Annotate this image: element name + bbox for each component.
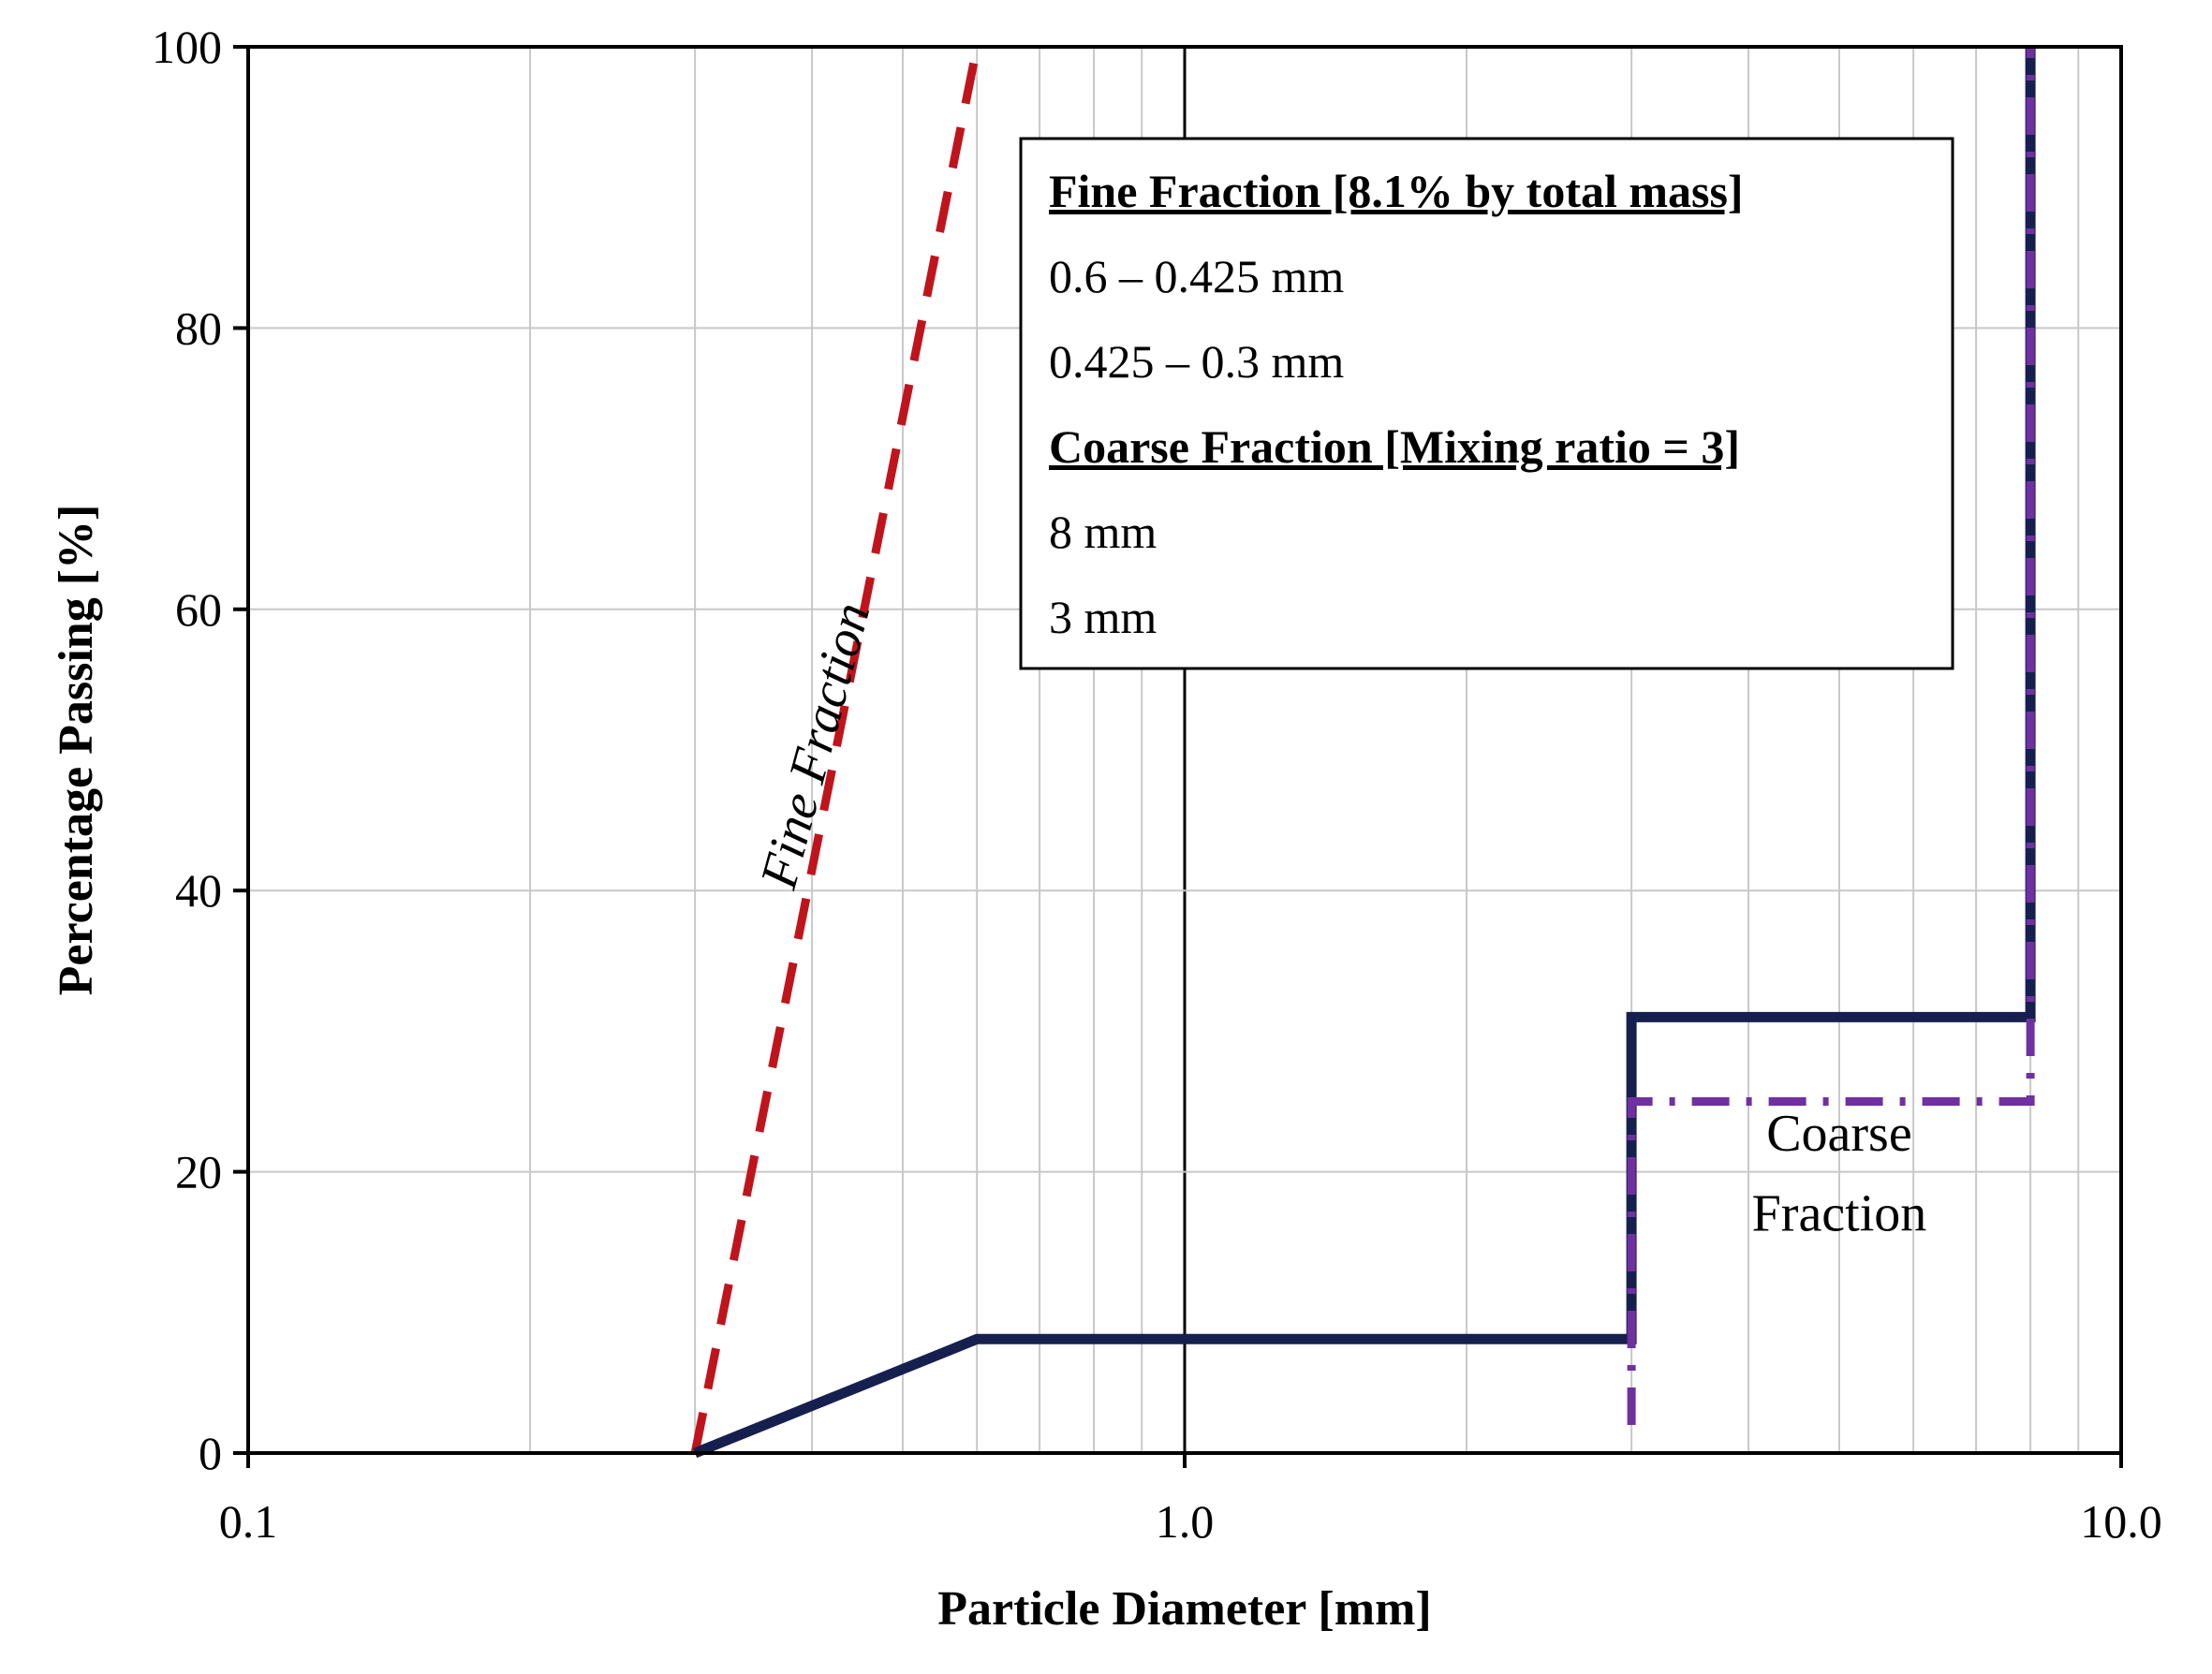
y-tick-label: 0	[199, 1427, 222, 1479]
y-tick-label: 80	[175, 301, 222, 354]
annotation-label: Fraction	[1752, 1185, 1927, 1243]
legend-entry: 0.425 – 0.3 mm	[1049, 335, 1344, 388]
x-axis-title: Particle Diameter [mm]	[937, 1582, 1431, 1636]
y-axis-title: Percentage Passing [%]	[50, 505, 103, 996]
legend-entry: 3 mm	[1049, 591, 1157, 643]
legend-header: Coarse Fraction [Mixing ratio = 3]	[1049, 420, 1740, 473]
annotation-label: Fine Fraction	[749, 596, 881, 895]
series-line-fine	[690, 46, 981, 1454]
y-tick-label: 40	[175, 864, 222, 917]
series-line-coarse	[1627, 47, 2035, 1425]
y-tick-label: 60	[175, 583, 222, 636]
legend-entry: 8 mm	[1049, 506, 1157, 558]
legend-header: Fine Fraction [8.1% by total mass]	[1049, 165, 1744, 217]
annotation-label: Coarse	[1766, 1105, 1912, 1163]
y-tick-label: 20	[175, 1146, 222, 1198]
y-tick-label: 100	[152, 21, 222, 73]
x-tick-label: 1.0	[1156, 1495, 1215, 1548]
x-tick-label: 10.0	[2080, 1495, 2162, 1548]
x-tick-label: 0.1	[219, 1495, 278, 1548]
legend-box	[1019, 137, 1954, 670]
legend-entry: 0.6 – 0.425 mm	[1049, 250, 1344, 302]
